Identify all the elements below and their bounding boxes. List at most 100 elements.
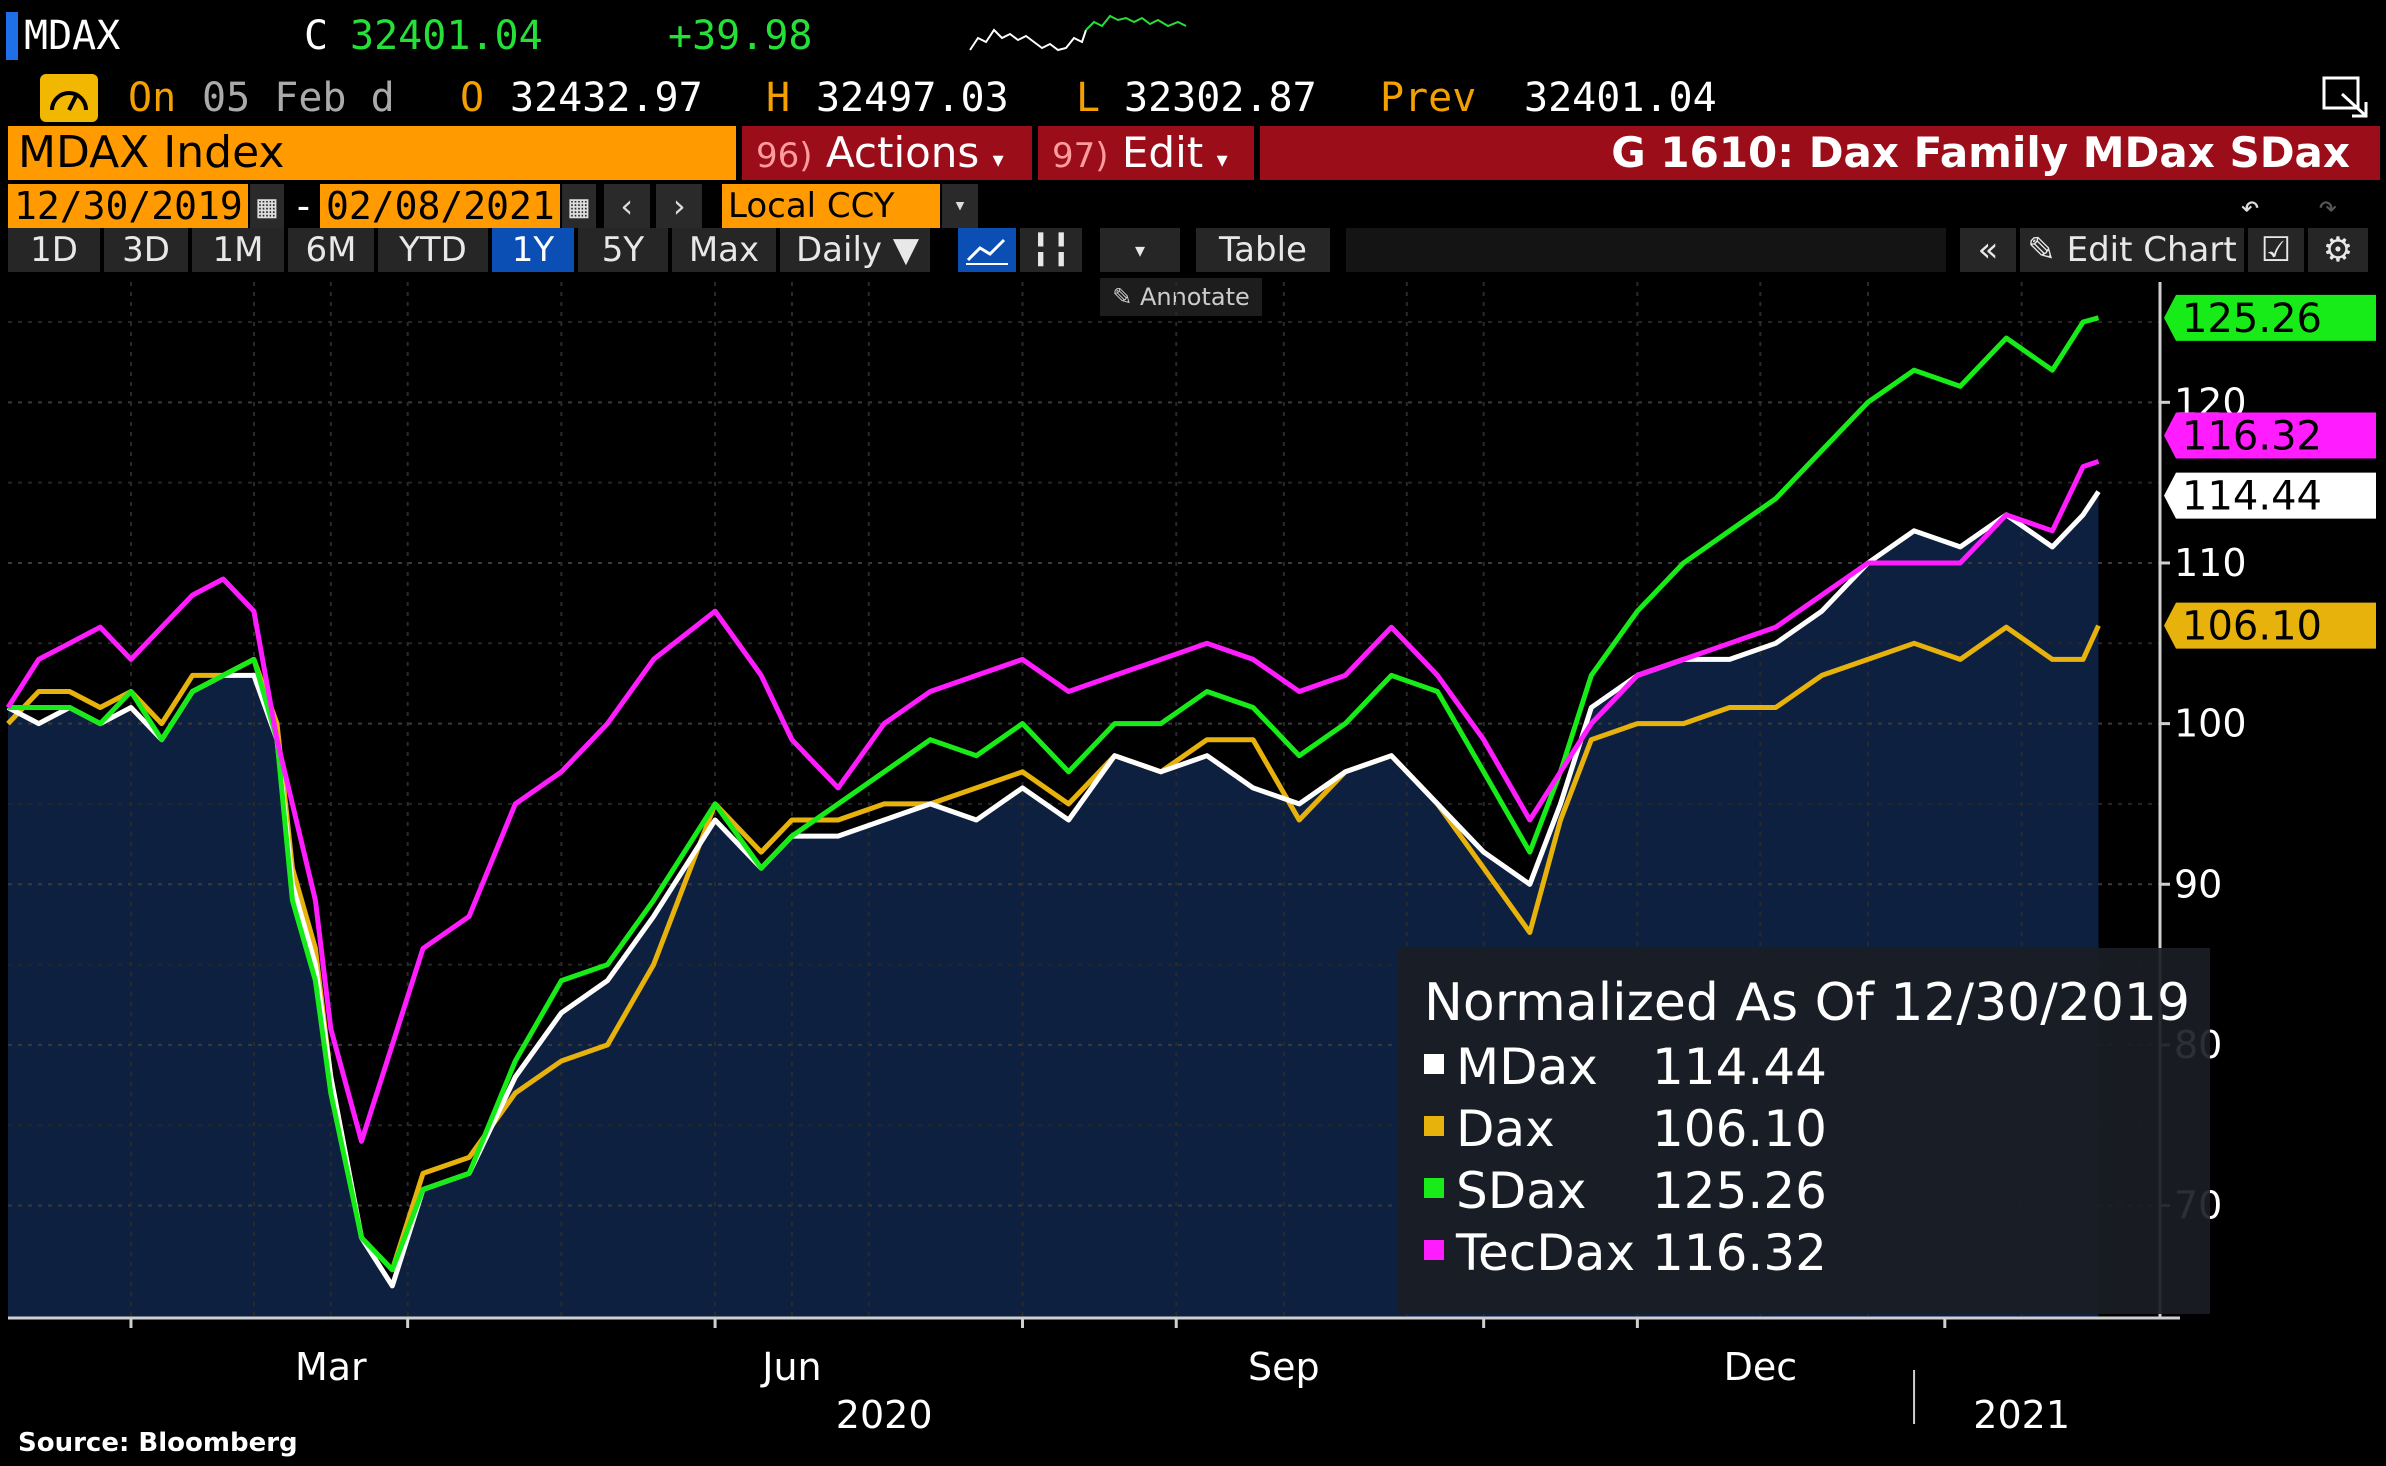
edit-chart-button[interactable]: ✎ Edit Chart <box>2020 228 2244 272</box>
period-1y[interactable]: 1Y <box>492 228 574 272</box>
high-label: H <box>766 75 791 121</box>
last-value-tag-text: 114.44 <box>2182 474 2322 520</box>
actions-label: Actions <box>825 128 980 177</box>
end-date-field[interactable]: 02/08/2021 <box>320 184 560 228</box>
x-tick-label: Jun <box>760 1345 821 1389</box>
currency-select[interactable]: Local CCY <box>722 184 940 228</box>
last-value-tag-shape <box>2164 294 2376 341</box>
popout-icon-glyph <box>2322 76 2368 118</box>
legend-swatch-sdax <box>1424 1178 1444 1198</box>
gauge-icon-glyph <box>50 91 88 111</box>
y-tick-label: 110 <box>2174 541 2247 585</box>
net-change: +39.98 <box>668 13 813 59</box>
legend-swatch-mdax <box>1424 1054 1444 1074</box>
last-value-tag-text: 125.26 <box>2182 296 2322 342</box>
start-calendar-icon[interactable]: ▦ <box>250 184 284 228</box>
undo-icon[interactable]: ↶ <box>2222 184 2278 228</box>
edit-caret-icon: ▾ <box>1216 148 1228 173</box>
last-value-tag-tecdax: 116.32 <box>2164 412 2376 459</box>
high-value: 32497.03 <box>816 75 1009 121</box>
last-value-tag-text: 116.32 <box>2182 413 2322 459</box>
legend-swatch-dax <box>1424 1116 1444 1136</box>
pencil-icon: ✎ <box>2027 230 2056 270</box>
edit-menu[interactable]: 97) Edit ▾ <box>1038 126 1254 180</box>
legend-box <box>1398 948 2210 1314</box>
last-value-tag-shape <box>2164 602 2376 649</box>
open-value: 32432.97 <box>510 75 703 121</box>
quote-date: 05 Feb d <box>202 75 395 121</box>
security-field[interactable]: MDAX Index <box>8 126 736 180</box>
x-tick-label: Sep <box>1248 1345 1320 1389</box>
period-ytd[interactable]: YTD <box>378 228 488 272</box>
last-value-tag-shape <box>2164 472 2376 519</box>
actions-number: 96) <box>756 136 813 176</box>
table-button[interactable]: Table <box>1196 228 1330 272</box>
start-date-field[interactable]: 12/30/2019 <box>8 184 248 228</box>
date-separator: - <box>292 184 315 228</box>
prev-value: 32401.04 <box>1524 75 1717 121</box>
close-label: C <box>304 13 329 59</box>
annotate-pencil-icon: ✎ <box>1112 283 1133 311</box>
edit-number: 97) <box>1052 136 1109 176</box>
legend-name: MDax <box>1456 1038 1598 1096</box>
open-label: O <box>460 75 485 121</box>
frequency-label: Daily <box>796 230 883 270</box>
actions-caret-icon: ▾ <box>992 148 1004 173</box>
next-period-icon[interactable]: › <box>656 184 702 228</box>
currency-caret-icon[interactable]: ▾ <box>942 184 978 228</box>
period-1d[interactable]: 1D <box>8 228 100 272</box>
edit-chart-label: Edit Chart <box>2066 230 2237 270</box>
legend-swatch-tecdax <box>1424 1240 1444 1260</box>
end-calendar-icon[interactable]: ▦ <box>562 184 596 228</box>
sparkline-green <box>1085 14 1187 31</box>
toolbar-spacer <box>1346 228 1946 272</box>
year-label: 2021 <box>1973 1393 2070 1437</box>
collapse-icon[interactable]: « <box>1960 228 2016 272</box>
close-value: 32401.04 <box>350 13 543 59</box>
last-value-tag-dax: 106.10 <box>2164 602 2376 650</box>
line-chart-icon-glyph <box>966 238 1008 265</box>
legend-name: SDax <box>1456 1162 1586 1220</box>
last-value-tag-mdax: 114.44 <box>2164 472 2376 520</box>
chart-settings-icon[interactable]: ☑ <box>2248 228 2304 272</box>
y-tick-label: 100 <box>2174 702 2247 746</box>
bar-chart-icon[interactable]: ╏╏ <box>1020 228 1082 272</box>
on-label: On <box>128 75 177 121</box>
period-5y[interactable]: 5Y <box>578 228 668 272</box>
period-3d[interactable]: 3D <box>104 228 188 272</box>
source-note: Source: Bloomberg <box>18 1428 298 1458</box>
sparkline <box>969 14 1187 52</box>
last-value-tag-text: 106.10 <box>2182 604 2322 650</box>
gear-icon[interactable]: ⚙ <box>2308 228 2368 272</box>
last-value-tag-shape <box>2164 412 2376 459</box>
prev-period-icon[interactable]: ‹ <box>604 184 650 228</box>
x-tick-label: Dec <box>1724 1345 1798 1389</box>
legend-title: Normalized As Of 12/30/2019 <box>1424 973 2190 1033</box>
ticker[interactable]: MDAX <box>24 13 121 59</box>
annotate-label: Annotate <box>1139 283 1250 311</box>
legend-value: 116.32 <box>1652 1224 1827 1282</box>
legend-value: 106.10 <box>1652 1100 1827 1158</box>
period-1m[interactable]: 1M <box>192 228 284 272</box>
legend-value: 125.26 <box>1652 1162 1827 1220</box>
legend-name: TecDax <box>1455 1224 1635 1282</box>
year-label: 2020 <box>836 1393 933 1437</box>
legend-name: Dax <box>1456 1100 1555 1158</box>
group-title: G 1610: Dax Family MDax SDax <box>1260 126 2380 180</box>
redo-icon[interactable]: ↷ <box>2300 184 2356 228</box>
chart-type-caret-icon[interactable]: ▾ <box>1100 228 1180 272</box>
x-tick-label: Mar <box>295 1345 367 1389</box>
prev-label: Prev <box>1380 75 1477 121</box>
popout-icon[interactable] <box>2318 70 2374 122</box>
frequency-select[interactable]: Daily ▼ <box>780 228 930 272</box>
y-tick-label: 90 <box>2174 862 2222 906</box>
security-marker <box>6 12 18 60</box>
annotate-button[interactable]: ✎ Annotate <box>1100 278 1262 316</box>
period-6m[interactable]: 6M <box>288 228 374 272</box>
period-max[interactable]: Max <box>672 228 776 272</box>
gauge-icon[interactable] <box>40 74 98 122</box>
actions-menu[interactable]: 96) Actions ▾ <box>742 126 1032 180</box>
line-chart-icon[interactable] <box>958 228 1016 272</box>
